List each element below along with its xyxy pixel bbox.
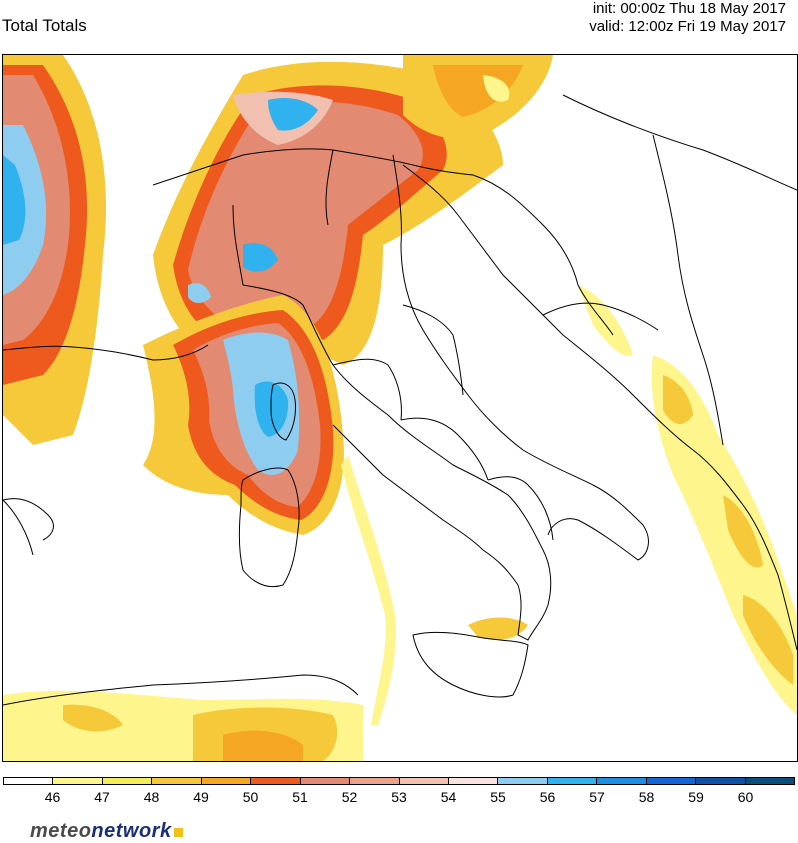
legend-swatch [597,778,647,784]
field-balkans [578,285,797,715]
legend-tick: 51 [292,789,308,805]
color-legend: 46 47 48 49 50 51 52 53 54 55 56 57 58 59 60 [3,777,795,807]
coastlines [3,94,797,706]
legend-swatch [251,778,301,784]
weather-map [2,54,798,762]
brand-square-icon [173,828,183,837]
legend-swatch [201,778,252,784]
field-sicily [468,617,528,640]
valid-time: valid: 12:00z Fri 19 May 2017 [589,18,786,35]
legend-tick: 54 [440,789,457,805]
legend-tick: 57 [589,789,605,805]
legend-swatch [53,778,103,784]
legend-swatch [646,778,697,784]
field-streak [341,455,396,725]
legend-swatch [102,778,153,784]
legend-tick: 49 [193,789,209,805]
brand-part1: meteo [30,820,92,842]
legend-swatch [4,778,54,784]
legend-tick: 48 [143,789,160,805]
legend-tick: 58 [638,789,655,805]
legend-tick: 47 [94,789,110,805]
legend-bar [3,777,795,785]
legend-swatch [399,778,449,784]
run-info: init: 00:00z Thu 18 May 2017 valid: 12:0… [589,0,786,36]
legend-swatch [547,778,598,784]
legend-tick: 46 [44,789,61,805]
legend-tick: 59 [688,789,704,805]
legend-swatch [350,778,400,784]
legend-swatch [498,778,548,784]
legend-swatch [696,778,746,784]
field-north-africa [3,690,363,761]
legend-tick: 52 [341,789,358,805]
legend-tick: 50 [242,789,259,805]
field-northeast [403,55,553,139]
legend-swatch [152,778,202,784]
brand-part2: network [91,820,172,842]
legend-tick: 55 [490,789,506,805]
legend-tick: 56 [539,789,556,805]
chart-title: Total Totals [2,16,87,35]
legend-tick: 60 [737,789,754,805]
legend-swatch [448,778,499,784]
field-corsica-sardinia [143,295,344,535]
legend-swatch [745,778,794,784]
init-time: init: 00:00z Thu 18 May 2017 [592,0,786,17]
legend-swatch [300,778,351,784]
brand-logo: meteonetwork [30,820,183,843]
legend-tick: 53 [391,789,407,805]
